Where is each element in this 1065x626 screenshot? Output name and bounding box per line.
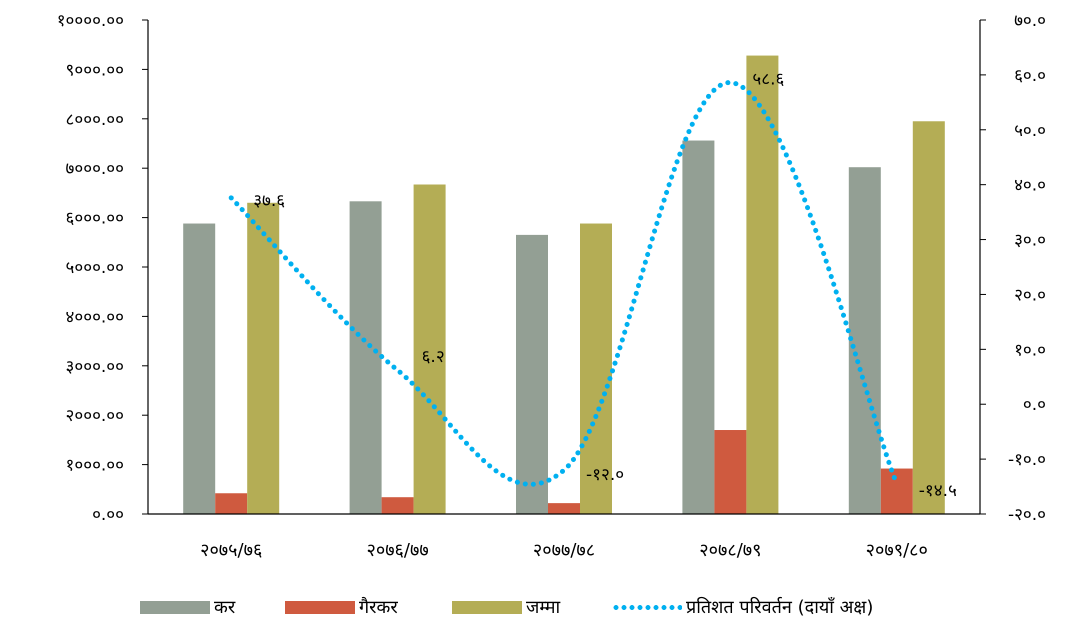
x-tick-label: २०७७/७८ — [533, 540, 595, 561]
percent-change-line-path — [228, 80, 900, 487]
legend-swatch-jamma — [452, 600, 522, 614]
right-tick-label: ५०.० — [1014, 121, 1046, 141]
data-label: ५८.६ — [752, 70, 784, 90]
bar — [682, 140, 715, 514]
legend-swatch-gairkar — [285, 600, 355, 614]
bar — [381, 497, 414, 514]
legend: कर गैरकर जम्मा प्रतिशत परिवर्तन (दायाँ अ… — [0, 592, 1065, 622]
data-label: -१४.५ — [919, 481, 957, 501]
legend-label-jamma: जम्मा — [526, 597, 561, 618]
bar — [714, 430, 747, 514]
legend-label-percent-change: प्रतिशत परिवर्तन (दायाँ अक्ष) — [686, 597, 874, 618]
x-tick-label: २०७५/७६ — [200, 540, 262, 561]
legend-item-gairkar: गैरकर — [285, 592, 398, 622]
left-tick-label: ९०००.०० — [66, 60, 124, 80]
x-axis-tick-labels: २०७५/७६ २०७६/७७ २०७७/७८ २०७८/७९ २०७९/८० — [200, 540, 928, 561]
data-label: ३७.६ — [253, 191, 285, 211]
left-axis-tick-labels: ०.०० १०००.०० २०००.०० ३०००.०० ४०००.०० ५०००.०० ६… — [57, 11, 124, 525]
axes — [142, 19, 986, 515]
right-tick-label: २०.० — [1014, 285, 1046, 305]
legend-label-kar: कर — [214, 597, 236, 618]
right-tick-label: ६०.० — [1014, 66, 1046, 86]
left-tick-label: ०.०० — [92, 505, 124, 525]
right-tick-label: ०.० — [1023, 395, 1046, 415]
x-tick-label: २०७९/८० — [866, 540, 928, 561]
bar — [848, 167, 881, 514]
legend-item-percent-change: प्रतिशत परिवर्तन (दायाँ अक्ष) — [612, 592, 873, 622]
left-tick-label: १०००.०० — [66, 456, 124, 476]
right-tick-label: -२०.० — [1008, 505, 1046, 525]
data-labels: ३७.६ ६.२ -१२.० ५८.६ -१४.५ — [253, 70, 957, 501]
left-tick-label: ४०००.०० — [66, 307, 124, 327]
data-label: -१२.० — [586, 465, 624, 485]
right-axis-tick-labels: -२०.० -१०.० ०.० १०.० २०.० ३०.० ४०.० ५०.० ६०.० ७०.… — [1008, 11, 1046, 525]
left-tick-label: ७०००.०० — [66, 159, 124, 179]
bar — [516, 234, 548, 514]
bars — [183, 55, 945, 515]
bar — [349, 201, 382, 514]
bar — [413, 184, 446, 514]
data-label: ६.२ — [422, 347, 445, 367]
left-tick-label: ८०००.०० — [66, 110, 124, 130]
legend-item-kar: कर — [140, 592, 235, 622]
bar — [880, 468, 913, 514]
bar — [548, 503, 580, 514]
bar — [183, 223, 216, 514]
legend-label-gairkar: गैरकर — [359, 597, 398, 618]
percent-change-line — [228, 80, 900, 487]
right-tick-label: ७०.० — [1014, 11, 1046, 31]
left-tick-label: ५०००.०० — [66, 258, 124, 278]
right-tick-label: ३०.० — [1014, 231, 1046, 251]
legend-swatch-kar — [140, 600, 210, 614]
bar — [580, 223, 612, 514]
x-tick-label: २०७६/७७ — [366, 540, 428, 561]
bar — [746, 55, 779, 515]
right-tick-label: ४०.० — [1014, 176, 1046, 196]
x-tick-label: २०७८/७९ — [699, 540, 761, 561]
legend-swatch-percent-change — [612, 604, 682, 610]
right-tick-label: १०.० — [1014, 340, 1046, 360]
left-tick-label: ३०००.०० — [66, 357, 124, 377]
left-tick-label: २०००.०० — [66, 406, 124, 426]
legend-item-jamma: जम्मा — [452, 592, 560, 622]
bar — [247, 202, 280, 514]
left-tick-label: ६०००.०० — [66, 209, 124, 229]
bar — [912, 121, 945, 515]
bar — [215, 493, 248, 514]
left-tick-label: १००००.०० — [57, 11, 124, 31]
right-tick-label: -१०.० — [1008, 450, 1046, 470]
